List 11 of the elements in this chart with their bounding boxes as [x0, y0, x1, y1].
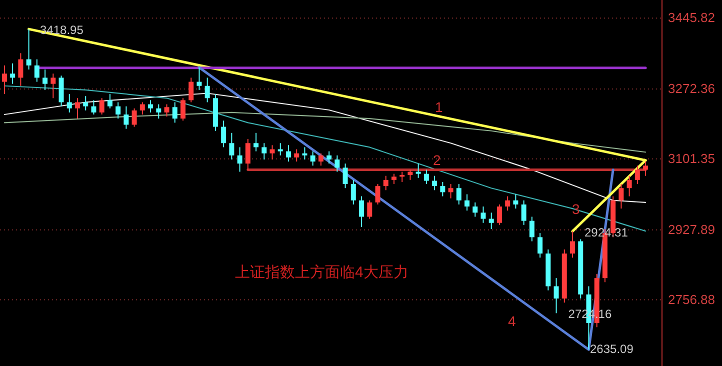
y-tick-label: 3445.82	[668, 10, 715, 26]
annotation: 2	[433, 152, 441, 168]
annotation: 3418.95	[40, 23, 84, 37]
annotation: 1	[435, 99, 443, 115]
annotation: 上证指数上方面临4大压力	[235, 264, 408, 281]
y-tick-label: 2927.89	[668, 222, 715, 238]
annotation: 4	[508, 313, 516, 329]
y-tick-label: 3272.36	[668, 81, 715, 96]
annotation: 2635.09	[590, 342, 634, 356]
y-tick-label: 2756.88	[668, 292, 715, 307]
y-tick-label: 3101.35	[668, 151, 715, 166]
